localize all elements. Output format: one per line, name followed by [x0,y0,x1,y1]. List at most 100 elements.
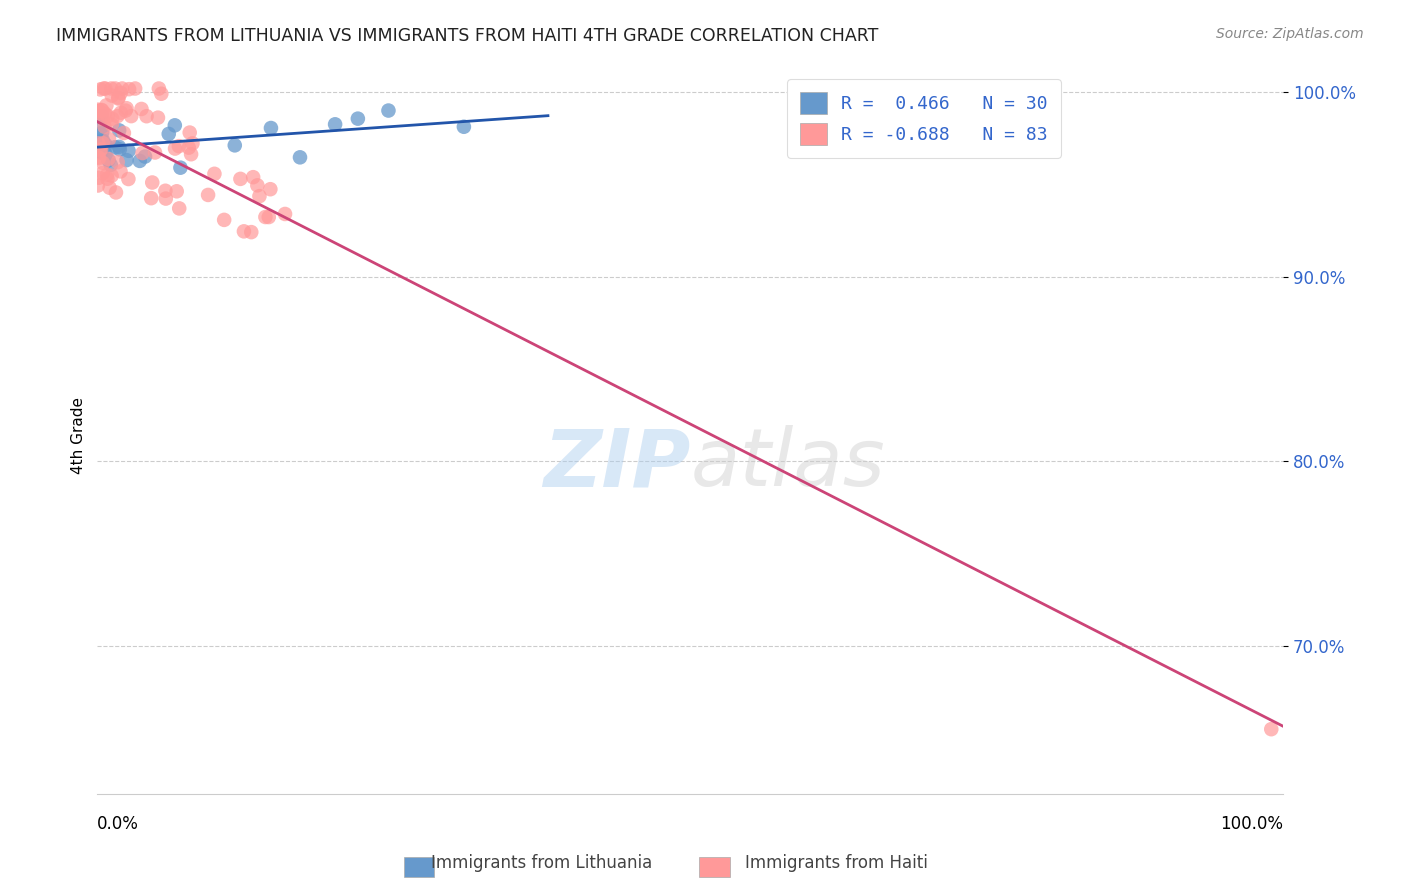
Point [87,178,110,193]
Point [118,82,141,96]
Point [96,171,118,186]
Point [124,81,146,95]
Point [141,191,163,205]
Point [120,109,142,123]
Point [87,104,110,119]
Point [110,164,132,178]
Point [87,136,110,151]
Bar [699,857,730,877]
Point [90,121,112,136]
Point [288,150,311,164]
Point [204,167,226,181]
Point [1260,722,1282,736]
Point [104,186,127,200]
Text: IMMIGRANTS FROM LITHUANIA VS IMMIGRANTS FROM HAITI 4TH GRADE CORRELATION CHART: IMMIGRANTS FROM LITHUANIA VS IMMIGRANTS … [56,27,879,45]
Point [91,156,114,170]
Point [94,147,117,161]
Point [93,120,115,134]
Point [377,103,399,118]
Point [87,134,110,148]
Point [91,166,114,180]
Point [87,170,110,185]
Point [224,138,246,153]
Point [94,81,117,95]
Point [100,158,122,172]
Point [108,140,131,154]
Point [181,136,204,151]
Point [114,103,136,118]
Point [323,117,346,131]
Point [104,81,127,95]
Point [107,91,129,105]
Point [108,123,131,137]
Point [117,144,139,158]
Point [246,178,269,193]
Point [91,136,114,151]
Point [87,103,110,117]
Point [177,141,200,155]
Point [111,81,134,95]
Point [94,138,117,153]
Point [347,112,370,126]
Point [453,120,475,134]
Text: atlas: atlas [690,425,884,503]
Point [97,152,120,166]
Point [229,172,252,186]
Point [101,112,124,126]
Point [100,81,122,95]
Point [98,180,121,194]
Point [167,139,190,153]
Point [100,88,122,103]
Point [91,134,114,148]
Point [97,109,120,123]
Point [165,142,187,156]
Point [90,103,112,117]
Point [89,82,111,96]
Point [166,184,188,198]
Point [257,210,280,224]
Point [128,153,150,168]
Point [97,153,120,168]
Point [259,182,281,196]
Point [148,81,170,95]
Point [131,146,153,161]
Point [87,136,110,151]
Point [91,112,114,126]
Point [155,192,177,206]
Point [108,142,131,156]
Point [163,119,186,133]
Point [93,81,115,95]
Point [110,105,132,120]
Point [105,109,128,123]
Point [90,143,112,157]
Point [117,172,139,186]
Point [260,121,283,136]
Text: 100.0%: 100.0% [1220,815,1284,833]
Point [107,90,129,104]
Point [90,145,112,160]
Point [157,127,180,141]
Point [107,155,129,169]
Point [169,161,191,175]
Point [110,86,132,100]
Point [112,126,135,140]
Legend: R =  0.466   N = 30, R = -0.688   N = 83: R = 0.466 N = 30, R = -0.688 N = 83 [787,79,1060,158]
Text: Immigrants from Haiti: Immigrants from Haiti [745,855,928,872]
Point [146,111,169,125]
Point [179,126,201,140]
Point [91,103,114,118]
Point [254,210,277,224]
Point [104,140,127,154]
Point [249,189,271,203]
Point [89,151,111,165]
Point [96,168,118,182]
Point [91,134,114,148]
Point [134,150,156,164]
Point [141,176,163,190]
Point [96,98,118,112]
Text: Source: ZipAtlas.com: Source: ZipAtlas.com [1216,27,1364,41]
Point [101,118,124,132]
Point [115,101,138,115]
Text: 0.0%: 0.0% [97,815,139,833]
Point [94,106,117,120]
